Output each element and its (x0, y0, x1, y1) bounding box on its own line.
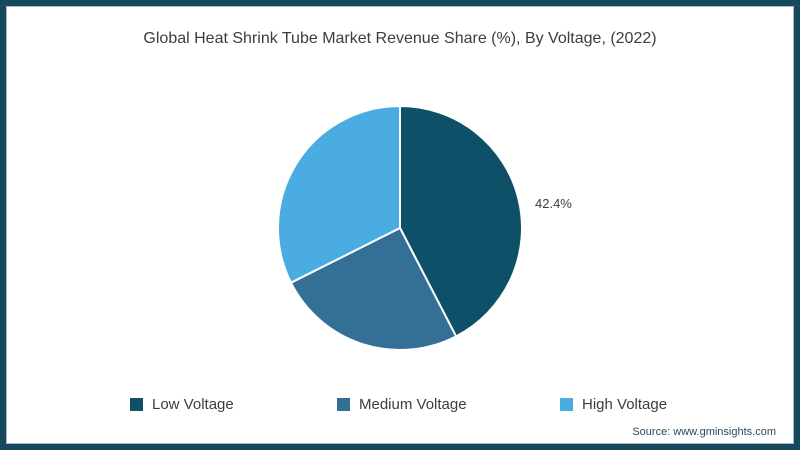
legend-swatch-high-voltage (560, 398, 573, 411)
legend-item-medium-voltage: Medium Voltage (337, 396, 467, 413)
legend-label-low-voltage: Low Voltage (152, 396, 234, 413)
slice-data-label-low-voltage: 42.4% (535, 196, 572, 211)
legend-item-high-voltage: High Voltage (560, 396, 667, 413)
source-note: Source: www.gminsights.com (632, 426, 776, 438)
pie-slice-medium-voltage (289, 227, 458, 351)
legend-item-low-voltage: Low Voltage (130, 396, 234, 413)
pie-slice-low-voltage (399, 105, 523, 338)
legend-label-medium-voltage: Medium Voltage (359, 396, 467, 413)
legend-swatch-low-voltage (130, 398, 143, 411)
legend-swatch-medium-voltage (337, 398, 350, 411)
legend-label-high-voltage: High Voltage (582, 396, 668, 413)
chart-title: Global Heat Shrink Tube Market Revenue S… (143, 30, 657, 47)
pie-slice-high-voltage (277, 105, 401, 284)
